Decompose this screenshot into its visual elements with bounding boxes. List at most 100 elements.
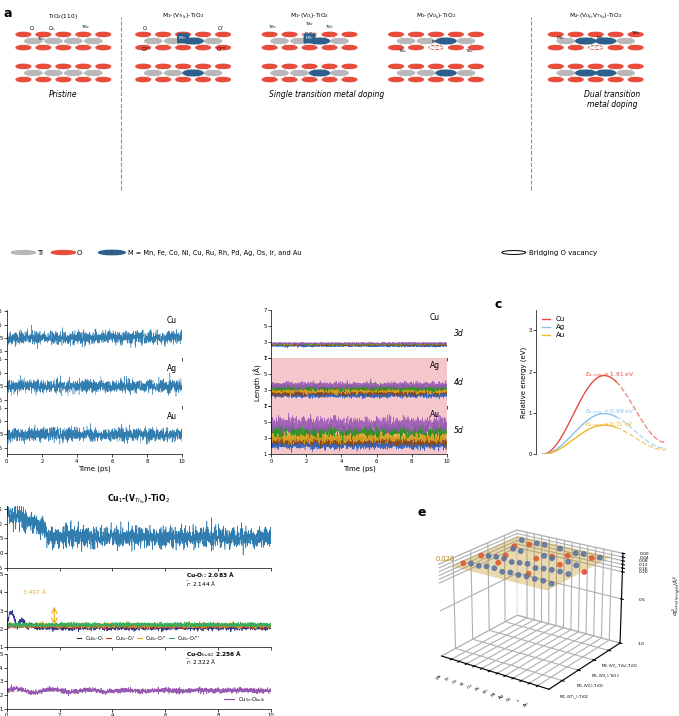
Circle shape bbox=[262, 77, 277, 82]
Title: Cu$_1$-(V$_{Ti_{5c}}$)-TiO$_2$: Cu$_1$-(V$_{Ti_{5c}}$)-TiO$_2$ bbox=[107, 493, 170, 506]
Circle shape bbox=[16, 77, 31, 82]
Circle shape bbox=[36, 77, 51, 82]
Circle shape bbox=[16, 64, 31, 69]
Legend: Cu$_{5c}$-O$_{bulk}$: Cu$_{5c}$-O$_{bulk}$ bbox=[221, 693, 268, 706]
Circle shape bbox=[204, 39, 222, 44]
Circle shape bbox=[608, 64, 623, 69]
Text: Ti$_{5c}$: Ti$_{5c}$ bbox=[37, 35, 46, 43]
Circle shape bbox=[331, 71, 348, 75]
Circle shape bbox=[331, 39, 348, 44]
Text: $E_{a,mig}$ = 1.91 eV: $E_{a,mig}$ = 1.91 eV bbox=[585, 370, 635, 381]
Text: M$_1$-(V$_{O_b}$)-TiO$_2$: M$_1$-(V$_{O_b}$)-TiO$_2$ bbox=[416, 12, 456, 21]
Text: e: e bbox=[418, 506, 426, 519]
Circle shape bbox=[156, 32, 170, 37]
Legend: M$_{5c}$-O$_i$, M$_{5c}$-O$_i$', M$_{5c}$-O$_i$'', M$_{5c}$-O$_i$''', M$_{5c}$-O: M$_{5c}$-O$_i$, M$_{5c}$-O$_i$', M$_{5c}… bbox=[327, 356, 364, 414]
Circle shape bbox=[271, 71, 289, 75]
Text: Au: Au bbox=[430, 410, 439, 419]
Circle shape bbox=[469, 32, 483, 37]
Circle shape bbox=[196, 32, 210, 37]
Circle shape bbox=[428, 32, 443, 37]
Circle shape bbox=[389, 46, 403, 49]
Text: $E_{a,mig}$ = 0.99 eV: $E_{a,mig}$ = 0.99 eV bbox=[585, 408, 635, 418]
Circle shape bbox=[409, 64, 423, 69]
Text: O$_i$''': O$_i$''' bbox=[216, 45, 226, 54]
Circle shape bbox=[389, 64, 403, 69]
Circle shape bbox=[156, 64, 170, 69]
Legend: Cu$_{5c}$-O$_i$, Cu$_{5c}$-O$_i$', Cu$_{5c}$-O$_i$'', Cu$_{5c}$-O$_i$''': Cu$_{5c}$-O$_i$, Cu$_{5c}$-O$_i$', Cu$_{… bbox=[75, 632, 202, 645]
Circle shape bbox=[449, 32, 463, 37]
Text: Cu: Cu bbox=[166, 316, 177, 324]
Text: Single transition metal doping: Single transition metal doping bbox=[269, 90, 384, 99]
Circle shape bbox=[204, 71, 222, 75]
Text: $\bar{r}$: 2.144 Å: $\bar{r}$: 2.144 Å bbox=[186, 580, 217, 589]
Circle shape bbox=[36, 46, 51, 49]
Circle shape bbox=[549, 32, 563, 37]
Text: O$_i$'': O$_i$'' bbox=[141, 45, 150, 54]
Circle shape bbox=[156, 77, 170, 82]
Text: Pristine: Pristine bbox=[49, 90, 77, 99]
Text: Cu-O$_i$: 2.083 Å: Cu-O$_i$: 2.083 Å bbox=[186, 571, 235, 581]
Circle shape bbox=[628, 77, 643, 82]
Circle shape bbox=[428, 64, 443, 69]
Circle shape bbox=[568, 32, 583, 37]
Circle shape bbox=[216, 46, 230, 49]
Circle shape bbox=[136, 32, 151, 37]
Circle shape bbox=[576, 70, 595, 76]
Text: M$_{2c}$: M$_{2c}$ bbox=[596, 34, 606, 42]
Circle shape bbox=[449, 46, 463, 49]
Circle shape bbox=[589, 77, 603, 82]
Circle shape bbox=[397, 71, 415, 75]
Text: M = Mn, Fe, Co, Ni, Cu, Ru, Rh, Pd, Ag, Os, Ir, and Au: M = Mn, Fe, Co, Ni, Cu, Ru, Rh, Pd, Ag, … bbox=[128, 249, 301, 256]
Circle shape bbox=[24, 39, 42, 44]
Circle shape bbox=[436, 38, 456, 44]
Circle shape bbox=[557, 71, 574, 75]
Text: TiO$_2$(110): TiO$_2$(110) bbox=[48, 12, 78, 21]
Text: Cu-O$_{bulk}$: 2.256 Å: Cu-O$_{bulk}$: 2.256 Å bbox=[186, 649, 242, 659]
Circle shape bbox=[176, 64, 190, 69]
Text: M$_1$-(V$_{Ti_{5c}}$)-TiO$_2$: M$_1$-(V$_{Ti_{5c}}$)-TiO$_2$ bbox=[162, 12, 204, 21]
Circle shape bbox=[457, 39, 475, 44]
Text: a: a bbox=[3, 7, 12, 20]
Circle shape bbox=[96, 64, 111, 69]
Text: M$_1$-(V$_{O_i}$)-TiO$_2$: M$_1$-(V$_{O_i}$)-TiO$_2$ bbox=[290, 12, 329, 21]
Circle shape bbox=[409, 46, 423, 49]
Circle shape bbox=[65, 39, 82, 44]
Circle shape bbox=[389, 77, 403, 82]
Circle shape bbox=[164, 71, 182, 75]
Circle shape bbox=[156, 46, 170, 49]
Circle shape bbox=[449, 77, 463, 82]
Circle shape bbox=[428, 77, 443, 82]
Circle shape bbox=[568, 64, 583, 69]
Circle shape bbox=[96, 32, 111, 37]
Circle shape bbox=[96, 46, 111, 49]
Text: Ag: Ag bbox=[430, 362, 439, 370]
Circle shape bbox=[323, 46, 337, 49]
Circle shape bbox=[76, 64, 90, 69]
Circle shape bbox=[595, 38, 616, 44]
Circle shape bbox=[595, 70, 616, 76]
Circle shape bbox=[291, 39, 308, 44]
Y-axis label: Length (Å): Length (Å) bbox=[254, 364, 262, 400]
Circle shape bbox=[389, 32, 403, 37]
Circle shape bbox=[216, 32, 230, 37]
Legend: Cu, Ag, Au: Cu, Ag, Au bbox=[539, 314, 568, 341]
Circle shape bbox=[196, 64, 210, 69]
Circle shape bbox=[469, 64, 483, 69]
Y-axis label: Relative energy (eV): Relative energy (eV) bbox=[520, 347, 527, 417]
Circle shape bbox=[176, 46, 190, 49]
Circle shape bbox=[576, 38, 595, 44]
Circle shape bbox=[282, 77, 297, 82]
Text: Ti$_{5c}$: Ti$_{5c}$ bbox=[325, 24, 334, 32]
Circle shape bbox=[282, 32, 297, 37]
Circle shape bbox=[418, 71, 435, 75]
Circle shape bbox=[342, 46, 356, 49]
Text: Dual transition
metal doping: Dual transition metal doping bbox=[584, 90, 640, 109]
Text: M$_{5c}$: M$_{5c}$ bbox=[556, 34, 566, 42]
Circle shape bbox=[469, 46, 483, 49]
Text: Cu: Cu bbox=[430, 313, 439, 322]
Circle shape bbox=[76, 77, 90, 82]
Circle shape bbox=[302, 46, 317, 49]
Circle shape bbox=[323, 64, 337, 69]
Text: Bridging O vacancy: Bridging O vacancy bbox=[529, 249, 598, 256]
Text: 4d: 4d bbox=[454, 377, 463, 387]
